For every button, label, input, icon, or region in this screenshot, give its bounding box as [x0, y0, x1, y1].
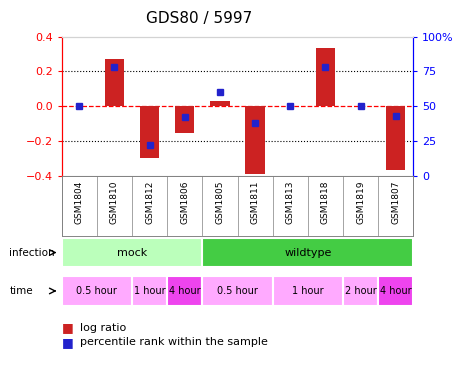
Bar — [167, 276, 202, 306]
Text: GDS80 / 5997: GDS80 / 5997 — [146, 11, 253, 26]
Text: 1 hour: 1 hour — [134, 286, 165, 296]
Text: 0.5 hour: 0.5 hour — [217, 286, 258, 296]
Bar — [62, 276, 132, 306]
Text: 4 hour: 4 hour — [380, 286, 411, 296]
Bar — [62, 238, 202, 267]
Bar — [202, 276, 273, 306]
Bar — [378, 276, 413, 306]
Text: GSM1807: GSM1807 — [391, 180, 400, 224]
Bar — [246, 106, 265, 174]
Bar — [202, 238, 413, 267]
Text: GSM1819: GSM1819 — [356, 180, 365, 224]
Text: percentile rank within the sample: percentile rank within the sample — [80, 337, 268, 347]
Bar — [105, 59, 124, 106]
Bar — [273, 276, 343, 306]
Bar — [316, 48, 335, 106]
Text: 0.5 hour: 0.5 hour — [76, 286, 117, 296]
Text: GSM1812: GSM1812 — [145, 180, 154, 224]
Bar — [140, 106, 159, 158]
Text: GSM1810: GSM1810 — [110, 180, 119, 224]
Text: ■: ■ — [62, 321, 74, 334]
Text: 1 hour: 1 hour — [292, 286, 323, 296]
Text: GSM1818: GSM1818 — [321, 180, 330, 224]
Bar — [175, 106, 194, 133]
Text: 2 hour: 2 hour — [345, 286, 376, 296]
Bar — [132, 276, 167, 306]
Text: GSM1811: GSM1811 — [251, 180, 259, 224]
Bar — [386, 106, 405, 169]
Text: GSM1804: GSM1804 — [75, 180, 84, 224]
Text: time: time — [10, 286, 33, 296]
Text: wildtype: wildtype — [284, 247, 332, 258]
Bar — [343, 276, 378, 306]
Text: infection: infection — [10, 247, 55, 258]
Text: GSM1806: GSM1806 — [180, 180, 189, 224]
Text: mock: mock — [117, 247, 147, 258]
Text: GSM1813: GSM1813 — [286, 180, 294, 224]
Text: 4 hour: 4 hour — [169, 286, 200, 296]
Bar — [210, 101, 229, 106]
Text: log ratio: log ratio — [80, 322, 126, 333]
Text: ■: ■ — [62, 336, 74, 349]
Text: GSM1805: GSM1805 — [216, 180, 224, 224]
